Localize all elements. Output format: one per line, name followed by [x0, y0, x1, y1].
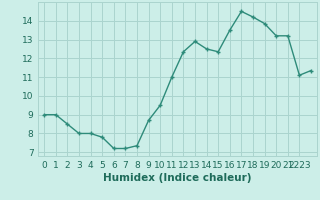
X-axis label: Humidex (Indice chaleur): Humidex (Indice chaleur) [103, 173, 252, 183]
